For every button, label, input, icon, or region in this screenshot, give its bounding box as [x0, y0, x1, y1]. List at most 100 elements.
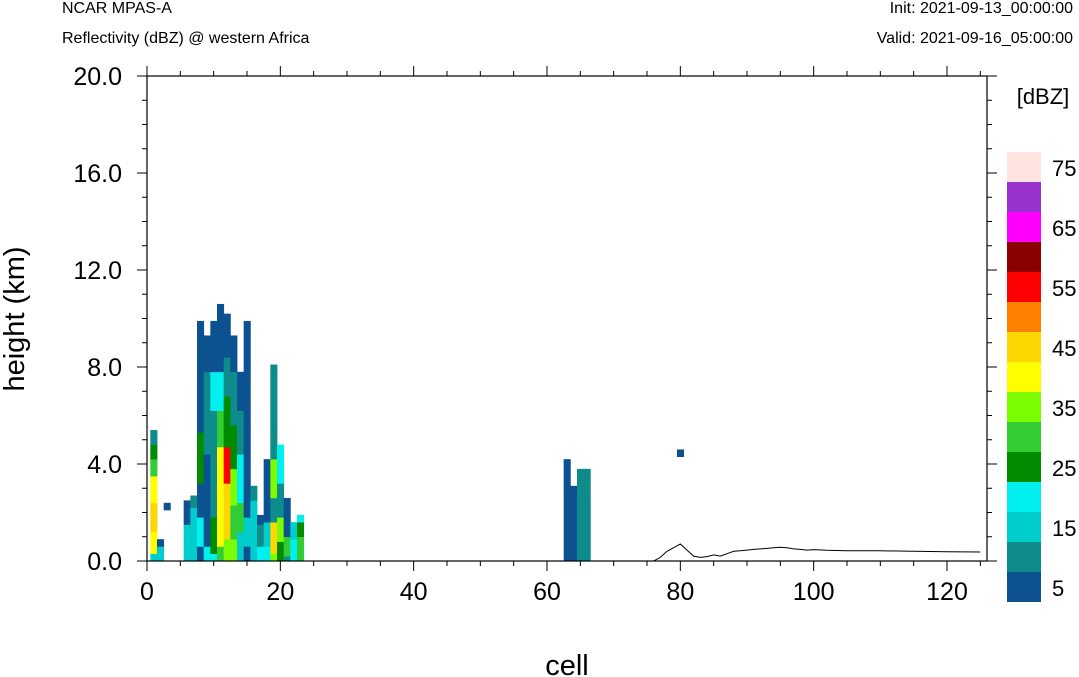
reflectivity-cell: [243, 468, 251, 504]
reflectivity-cell: [270, 459, 278, 499]
reflectivity-cell: [150, 502, 158, 533]
reflectivity-cell: [577, 468, 585, 562]
reflectivity-cell: [250, 536, 258, 562]
colorbar-swatch: [1007, 212, 1041, 242]
x-tick-label: 20: [266, 578, 294, 606]
reflectivity-cell: [150, 444, 158, 460]
reflectivity-cell: [270, 522, 278, 555]
y-tick-label: 12.0: [73, 257, 122, 285]
reflectivity-cell: [183, 500, 191, 525]
reflectivity-cell: [270, 553, 278, 562]
colorbar-swatch: [1007, 572, 1041, 602]
reflectivity-cell: [210, 553, 218, 562]
reflectivity-cell: [183, 524, 191, 562]
reflectivity-cell: [563, 459, 571, 562]
reflectivity-cell: [150, 553, 158, 562]
reflectivity-cell: [217, 447, 225, 484]
x-axis-label: cell: [545, 650, 589, 677]
colorbar-swatch: [1007, 482, 1041, 512]
reflectivity-cell: [270, 497, 278, 523]
x-tick-label: 80: [666, 578, 694, 606]
reflectivity-cell: [290, 522, 298, 540]
reflectivity-cell: [230, 468, 238, 506]
reflectivity-cell: [297, 536, 305, 562]
y-tick-label: 16.0: [73, 160, 122, 188]
reflectivity-cell: [277, 517, 285, 542]
colorbar-swatch: [1007, 362, 1041, 392]
reflectivity-cell: [150, 531, 158, 555]
y-tick-label: 8.0: [87, 354, 122, 382]
colorbar: 5 15 25 35 45 55 65 75: [1007, 152, 1076, 602]
colorbar-swatch: [1007, 242, 1041, 272]
reflectivity-cell: [197, 483, 205, 518]
colorbar-swatch: [1007, 452, 1041, 482]
reflectivity-cell: [210, 410, 218, 470]
colorbar-tick-label: 75: [1052, 156, 1076, 181]
reflectivity-cell: [570, 485, 578, 562]
reflectivity-cell: [243, 502, 251, 518]
colorbar-tick-label: 55: [1052, 276, 1076, 301]
reflectivity-cell: [223, 447, 231, 484]
reflectivity-cell: [583, 468, 591, 562]
plot-axes: 0 20 40 60 80 100 120 0.0 4.0 8.0 12.0 16.0 20.0: [73, 63, 997, 606]
reflectivity-cell: [190, 495, 198, 508]
x-tick-label: 0: [140, 578, 154, 606]
reflectivity-cell: [210, 320, 218, 373]
reflectivity-cell: [223, 483, 231, 540]
reflectivity-cell: [223, 539, 231, 562]
colorbar-swatch: [1007, 542, 1041, 572]
reflectivity-cell: [223, 357, 231, 397]
reflectivity-cell: [243, 546, 251, 562]
reflectivity-cell: [230, 505, 238, 540]
chart-title: Reflectivity (dBZ) @ western Africa: [62, 30, 310, 47]
reflectivity-cell: [203, 502, 211, 547]
terrain-line: [147, 543, 981, 562]
colorbar-swatch: [1007, 152, 1041, 182]
reflectivity-cell: [243, 320, 251, 426]
reflectivity-cell: [150, 459, 158, 477]
x-tick-label: 60: [533, 578, 561, 606]
reflectivity-cell: [197, 432, 205, 484]
reflectivity-cell: [283, 556, 291, 562]
colorbar-tick-label: 65: [1052, 216, 1076, 241]
colorbar-tick-label: 15: [1052, 516, 1076, 541]
reflectivity-cell: [190, 539, 198, 562]
reflectivity-cell: [197, 320, 205, 373]
y-tick-label: 4.0: [87, 451, 122, 479]
reflectivity-cell: [223, 313, 231, 358]
colorbar-swatch: [1007, 332, 1041, 362]
reflectivity-cell: [270, 364, 278, 431]
reflectivity-cell: [277, 483, 285, 518]
reflectivity-cell: [263, 497, 271, 523]
reflectivity-cell: [237, 502, 245, 533]
reflectivity-cell: [203, 335, 211, 373]
reflectivity-cell: [197, 517, 205, 547]
reflectivity-cell: [210, 371, 218, 411]
valid-time: Valid: 2021-09-16_05:00:00: [876, 30, 1073, 47]
reflectivity-cell: [263, 522, 271, 547]
reflectivity-cell: [157, 546, 165, 562]
x-tick-label: 40: [400, 578, 428, 606]
reflectivity-cell: [203, 371, 211, 455]
reflectivity-cell: [283, 497, 291, 538]
reflectivity-cells: [150, 303, 685, 562]
reflectivity-cell: [277, 541, 285, 562]
reflectivity-cell: [150, 476, 158, 504]
model-name: NCAR MPAS-A: [62, 0, 172, 17]
reflectivity-cell: [257, 546, 265, 562]
x-tick-label: 120: [926, 578, 968, 606]
reflectivity-cell: [297, 522, 305, 538]
reflectivity-cell: [237, 410, 245, 455]
reflectivity-cell: [277, 444, 285, 484]
y-tick-label: 0.0: [87, 548, 122, 576]
y-axis-label: height (km): [0, 246, 31, 391]
reflectivity-cell: [290, 539, 298, 562]
colorbar-swatch: [1007, 392, 1041, 422]
reflectivity-cell: [297, 514, 305, 523]
reflectivity-cell: [203, 546, 211, 562]
colorbar-swatch: [1007, 272, 1041, 302]
reflectivity-cell: [217, 303, 225, 373]
reflectivity-cell: [230, 371, 238, 426]
x-tick-label: 100: [793, 578, 835, 606]
reflectivity-cell: [157, 539, 165, 547]
